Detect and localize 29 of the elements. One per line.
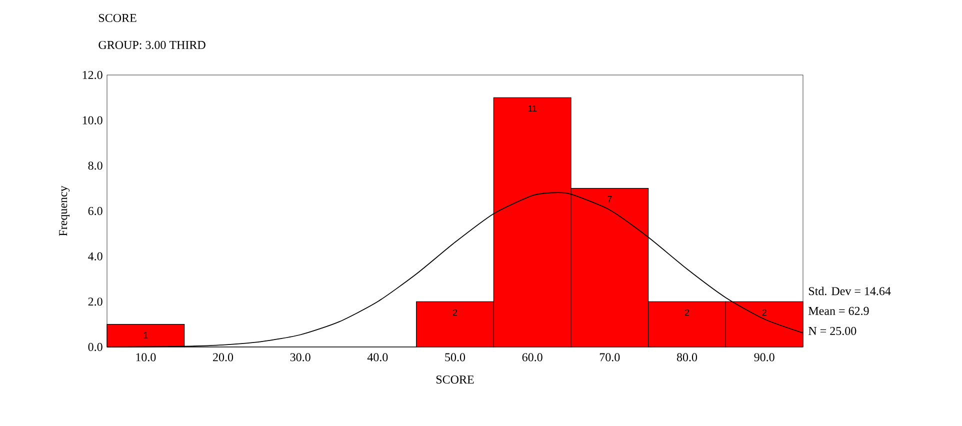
x-tick-label: 10.0 bbox=[136, 353, 156, 362]
text: Mean = 62.9 bbox=[808, 306, 869, 316]
x-axis-title: SCORE bbox=[436, 376, 474, 384]
data-label: 2 bbox=[452, 309, 458, 316]
x-tick-label: 90.0 bbox=[754, 353, 774, 362]
text: N = 25.00 bbox=[808, 326, 856, 336]
x-tick-label: 60.0 bbox=[522, 353, 542, 362]
x-tick-label: 70.0 bbox=[600, 353, 620, 362]
y-axis-title: Frequency bbox=[59, 186, 70, 236]
data-label: 2 bbox=[762, 309, 766, 316]
y-tick-label: 4.0 bbox=[88, 252, 102, 260]
x-tick-label: 20.0 bbox=[213, 353, 234, 362]
y-tick-label: 12.0 bbox=[82, 70, 102, 80]
y-tick-label: 2.0 bbox=[88, 298, 102, 306]
x-tick-label: 30.0 bbox=[290, 353, 310, 362]
chart-subtitle: GROUP: 3.00 THIRD bbox=[98, 40, 206, 50]
text: Std. Dev = 14.64 bbox=[808, 286, 891, 296]
y-tick-label: 8.0 bbox=[88, 162, 102, 170]
data-label: 7 bbox=[608, 196, 612, 202]
x-tick-label: 50.0 bbox=[445, 353, 466, 362]
data-label: 11 bbox=[528, 105, 537, 112]
data-label: 2 bbox=[684, 309, 690, 316]
y-tick-label: 0.0 bbox=[88, 342, 102, 352]
x-tick-label: 40.0 bbox=[367, 353, 388, 362]
chart-title: SCORE bbox=[99, 14, 136, 22]
y-tick-label: 6.0 bbox=[88, 206, 102, 216]
data-label: 1 bbox=[144, 332, 148, 338]
y-tick-label: 10.0 bbox=[82, 116, 102, 124]
x-tick-label: 80.0 bbox=[676, 353, 698, 362]
